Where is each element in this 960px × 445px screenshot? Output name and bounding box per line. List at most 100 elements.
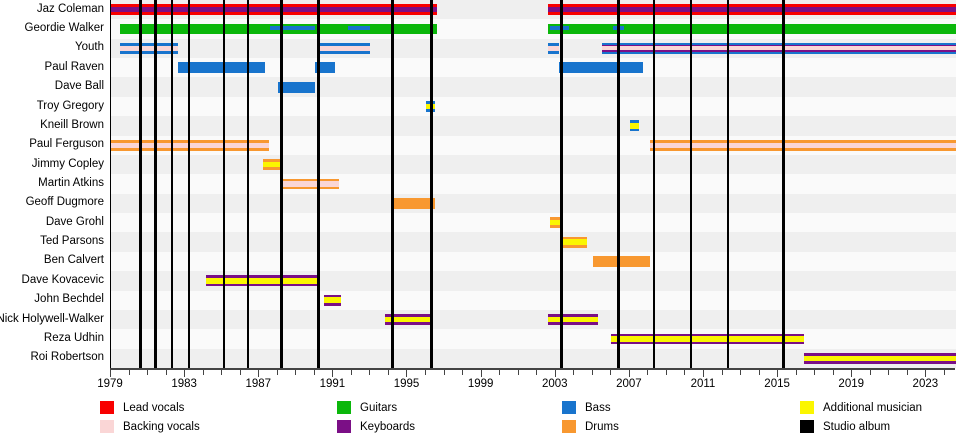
x-axis-major-tick (110, 368, 111, 377)
studio-album-line (726, 0, 730, 368)
member-name-label: Dave Kovacevic (21, 273, 104, 286)
x-axis-minor-tick (647, 368, 649, 375)
timeline-bar-stripe (804, 355, 956, 362)
timeline-bar-stripe (281, 181, 339, 187)
timeline-row-band (111, 271, 956, 291)
legend-item[interactable]: Drums (562, 417, 619, 436)
timeline-bar (314, 62, 336, 74)
x-axis-minor-tick (906, 368, 908, 375)
x-axis-minor-tick (536, 368, 538, 375)
member-name-label: Reza Udhin (43, 331, 104, 344)
member-name-label: Roi Robertson (30, 351, 104, 364)
legend-column: Lead vocals Backing vocals (100, 398, 200, 436)
timeline-bar-stripe (262, 161, 282, 168)
x-axis-tick-label: 2023 (912, 378, 939, 390)
studio-album-line (782, 0, 785, 368)
x-axis-minor-tick (221, 368, 223, 375)
timeline-bar-stripe (385, 316, 434, 323)
x-axis-minor-tick (573, 368, 575, 375)
timeline-row-band (111, 232, 956, 252)
legend-item[interactable]: Studio album (800, 417, 922, 436)
x-axis: 1979 1983 1987 1991 1995 1999 2003 2007 2011 2015… (97, 368, 955, 394)
legend-item[interactable]: Guitars (337, 398, 415, 417)
chart-legend: Lead vocals Backing vocals Guitars Keyboard… (0, 398, 960, 445)
legend-item[interactable]: Keyboards (337, 417, 415, 436)
member-name-label: Jaz Coleman (36, 2, 104, 15)
timeline-bar-stripe (629, 123, 640, 129)
legend-column: Guitars Keyboards (337, 398, 415, 436)
x-axis-tick-label: 1983 (171, 378, 197, 390)
timeline-bar-stripe (563, 239, 588, 245)
member-name-label: Martin Atkins (38, 177, 104, 189)
x-axis-major-tick (777, 368, 779, 377)
member-name-label: Geoff Dugmore (25, 196, 104, 209)
x-axis-major-tick (406, 368, 408, 377)
timeline-row-band (111, 116, 956, 136)
member-name-label: Paul Raven (44, 60, 104, 73)
legend-swatch-guitars-icon (337, 401, 351, 414)
x-axis-minor-tick (591, 368, 593, 375)
studio-album-line (187, 0, 191, 368)
member-name-label: Jimmy Copley (31, 157, 104, 170)
legend-label: Guitars (360, 401, 398, 414)
x-axis-major-tick (554, 368, 556, 377)
timeline-row-band (111, 348, 956, 368)
x-axis-major-tick (184, 368, 186, 377)
legend-swatch-bass-icon (562, 401, 576, 414)
x-axis-minor-tick (425, 368, 427, 375)
studio-album-line (391, 0, 394, 368)
timeline-bar (592, 256, 651, 267)
timeline-row-band (111, 251, 956, 272)
timeline-bar-stripe (602, 46, 956, 51)
timeline-bar-stripe (548, 45, 560, 52)
x-axis-minor-tick (832, 368, 834, 375)
member-name-label: Ted Parsons (40, 235, 104, 248)
legend-swatch-studio-album-icon (800, 420, 814, 433)
member-name-label: Kneill Brown (40, 118, 104, 131)
member-name-label: Dave Ball (54, 80, 104, 93)
x-axis-major-tick (258, 368, 260, 377)
studio-album-line (154, 0, 157, 368)
member-name-label: Geordie Walker (24, 22, 104, 35)
x-axis-minor-tick (721, 368, 723, 375)
timeline-bar-stripe (548, 6, 956, 13)
x-axis-tick-label: 2011 (690, 378, 716, 390)
x-axis-minor-tick (165, 368, 167, 375)
x-axis-minor-tick (369, 368, 371, 375)
timeline-bar-stripe (611, 336, 805, 342)
x-axis-minor-tick (387, 368, 389, 375)
studio-album-line (689, 0, 693, 368)
legend-label: Drums (585, 420, 619, 433)
x-axis-tick-label: 1995 (393, 378, 420, 390)
member-name-label: Ben Calvert (43, 254, 104, 267)
legend-item[interactable]: Additional musician (800, 398, 922, 417)
x-axis-minor-tick (814, 368, 816, 375)
x-axis-tick-label: 2015 (764, 378, 790, 390)
x-axis-tick-label: 1991 (319, 378, 346, 390)
x-axis-minor-tick (147, 368, 149, 375)
x-axis-major-tick (480, 368, 482, 377)
legend-swatch-backing-vocals-icon (100, 420, 114, 433)
x-axis-minor-tick (740, 368, 742, 375)
x-axis-minor-tick (202, 368, 204, 375)
x-axis-major-tick (702, 368, 704, 377)
timeline-row-band (111, 329, 956, 349)
legend-label: Backing vocals (123, 420, 200, 433)
x-axis-tick-label: 2007 (616, 378, 642, 390)
x-axis-tick-label: 1979 (97, 378, 123, 390)
studio-album-line (222, 0, 226, 368)
x-axis-minor-tick (350, 368, 352, 375)
legend-column: Bass Drums (562, 398, 619, 436)
member-name-label: Dave Grohl (45, 215, 104, 228)
x-axis-minor-tick (313, 368, 315, 375)
legend-item[interactable]: Lead vocals (100, 398, 200, 417)
timeline-row-band (111, 174, 956, 194)
member-name-label: John Bechdel (34, 293, 104, 306)
x-axis-minor-tick (499, 368, 501, 375)
legend-label: Studio album (823, 420, 891, 433)
legend-item[interactable]: Backing vocals (100, 417, 200, 436)
x-axis-minor-tick (665, 368, 667, 375)
studio-album-line (170, 0, 174, 368)
x-axis-minor-tick (888, 368, 890, 375)
legend-item[interactable]: Bass (562, 398, 619, 417)
